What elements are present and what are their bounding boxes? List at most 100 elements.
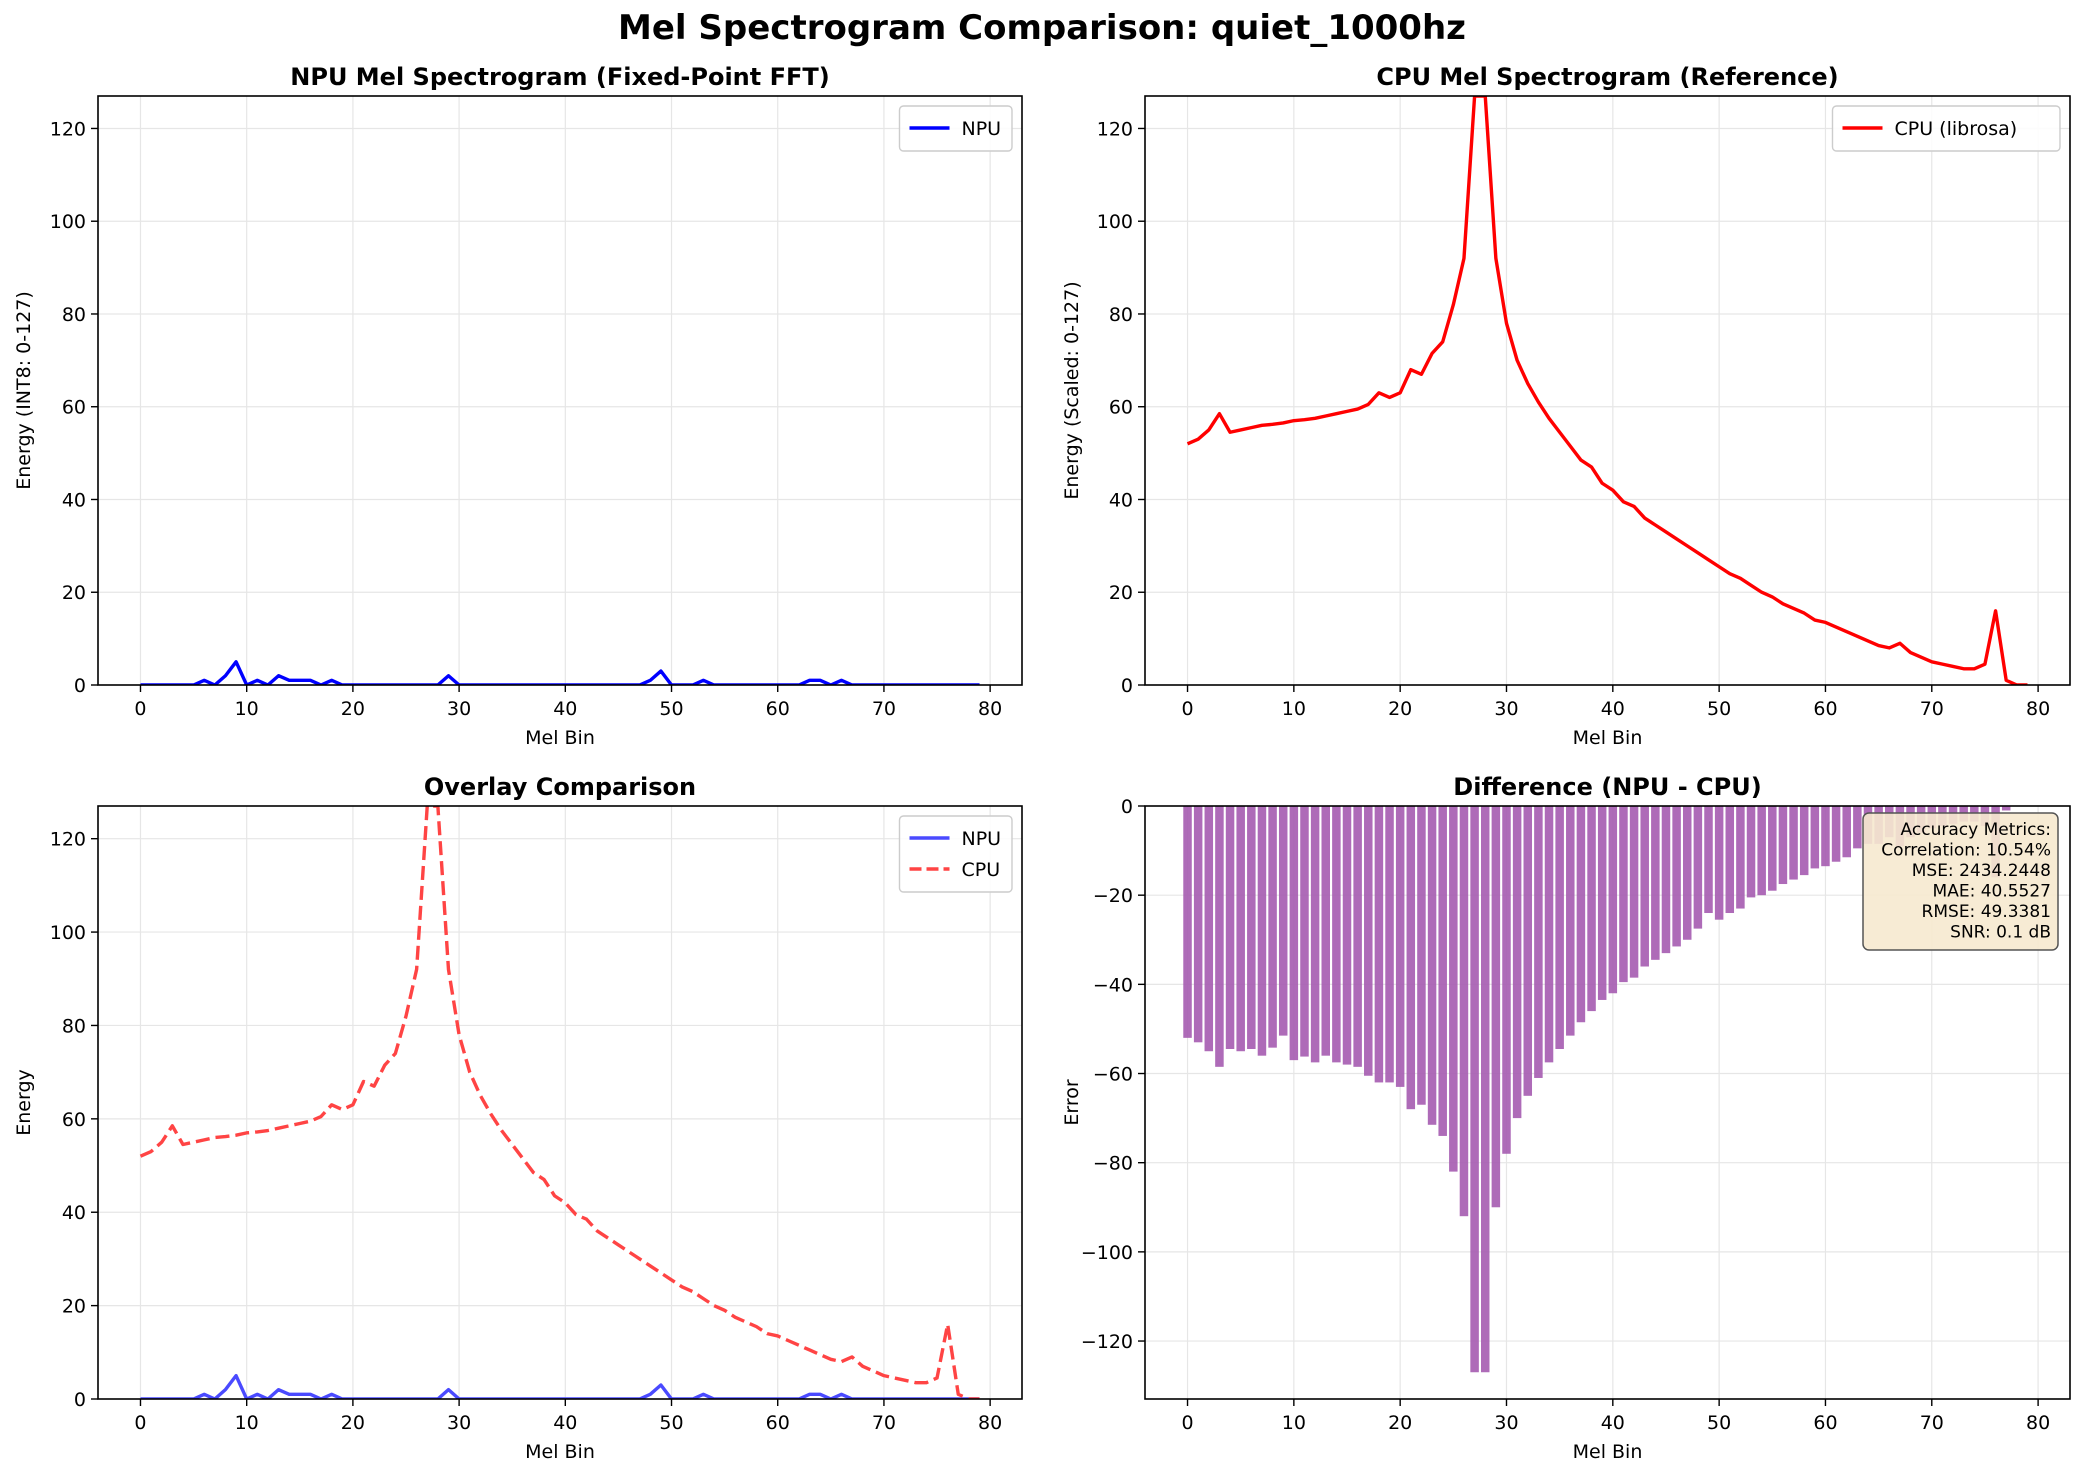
difference-bar [1470, 806, 1479, 1373]
x-tick-label: 20 [341, 698, 365, 720]
x-axis-label: Mel Bin [1573, 1441, 1643, 1463]
axes-frame [1144, 95, 2071, 686]
y-tick-label: 120 [50, 829, 86, 851]
difference-bar [1544, 806, 1554, 1063]
metrics-line: SNR: 0.1 dB [1950, 923, 2051, 943]
difference-bar [1821, 806, 1830, 867]
y-tick-label: −80 [1093, 1153, 1133, 1175]
difference-bar [1608, 806, 1618, 994]
x-tick-label: 70 [1920, 1412, 1944, 1434]
metrics-heading: Accuracy Metrics: [1901, 820, 2051, 840]
difference-bar [1789, 806, 1798, 880]
x-tick-label: 50 [659, 698, 683, 720]
difference-bar [1289, 806, 1299, 1061]
cpu-mel-panel: 0 10 20 30 40 50 60 70 80 0 20 40 60 80 100 120 Mel Bin E… [1061, 63, 2071, 749]
x-tick-label: 30 [1494, 698, 1518, 720]
y-tick-label: 40 [62, 1202, 86, 1224]
difference-bar [1406, 806, 1416, 1110]
legend-box [898, 105, 1013, 152]
difference-bar [1459, 806, 1469, 1217]
difference-bar [1704, 806, 1713, 914]
plot-title: Difference (NPU - CPU) [1453, 773, 1761, 801]
difference-bar [2001, 806, 2011, 811]
difference-bar [1278, 806, 1288, 1036]
x-tick-label: 80 [978, 698, 1002, 720]
npu-mel-panel: 0 10 20 30 40 50 60 70 80 0 20 40 60 80 100 120 Mel Bin E… [13, 63, 1023, 749]
metrics-line: RMSE: 49.3381 [1922, 902, 2051, 922]
x-tick-label: 0 [1181, 1412, 1193, 1434]
difference-bar [1321, 806, 1330, 1056]
difference-bar [1768, 806, 1777, 891]
difference-bar [1183, 806, 1192, 1038]
difference-bar [1427, 806, 1437, 1125]
difference-bar [1576, 806, 1586, 1023]
x-tick-label: 40 [553, 698, 577, 720]
plot-title: CPU Mel Spectrogram (Reference) [1376, 63, 1838, 91]
difference-bar [1204, 806, 1214, 1052]
x-axis-label: Mel Bin [1573, 727, 1643, 749]
y-tick-label: 0 [74, 675, 86, 697]
difference-bar [1555, 806, 1564, 1049]
difference-bar [1385, 806, 1394, 1083]
y-tick-label: 60 [1109, 397, 1133, 419]
difference-bar [1534, 806, 1543, 1078]
legend-label: CPU [962, 859, 1001, 881]
axes-frame [97, 95, 1023, 686]
axes-frame [1144, 805, 2071, 1400]
figure-title: Mel Spectrogram Comparison: quiet_1000hz [618, 8, 1466, 48]
y-tick-label: −40 [1093, 974, 1133, 996]
y-axis-label: Error [1061, 1079, 1083, 1126]
difference-bar [1831, 806, 1841, 862]
series-line-npu [140, 1373, 980, 1399]
x-tick-label: 20 [1388, 1412, 1412, 1434]
difference-bar [1640, 806, 1649, 967]
x-tick-label: 10 [1282, 698, 1306, 720]
legend: NPU [898, 105, 1013, 152]
y-axis-label: Energy [13, 1069, 35, 1136]
x-tick-label: 10 [1282, 1412, 1306, 1434]
difference-bar [1682, 806, 1692, 940]
difference-bar [1523, 806, 1533, 1096]
x-tick-label: 40 [1601, 1412, 1625, 1434]
metrics-line: MAE: 40.5527 [1933, 882, 2051, 902]
x-tick-label: 30 [1494, 1412, 1518, 1434]
difference-bar [1672, 806, 1681, 947]
y-tick-label: 100 [50, 211, 86, 233]
difference-bar [1502, 806, 1511, 1154]
overlay-panel: 0 10 20 30 40 50 60 70 80 0 20 40 60 80 100 120 Mel Bin E… [13, 773, 1023, 1463]
difference-bar [1257, 806, 1267, 1056]
difference-panel: 0 10 20 30 40 50 60 70 80 0 −20 −40 −60 −80 −100 −120 Me… [1061, 773, 2071, 1463]
difference-bar [1736, 806, 1745, 909]
y-tick-label: 20 [62, 1296, 86, 1318]
difference-bar [1480, 806, 1490, 1373]
plot-area [1183, 806, 2011, 1373]
x-tick-label: 10 [235, 698, 259, 720]
y-tick-label: −20 [1093, 885, 1133, 907]
difference-bar [1757, 806, 1766, 896]
difference-bar [1395, 806, 1405, 1087]
difference-bar [1364, 806, 1373, 1076]
difference-bar [1714, 806, 1724, 920]
x-tick-label: 20 [1388, 698, 1412, 720]
difference-bar [1693, 806, 1703, 929]
difference-bar [1566, 806, 1575, 1036]
difference-bar [1587, 806, 1596, 1012]
y-tick-label: 60 [62, 397, 86, 419]
y-tick-label: 120 [1097, 118, 1133, 140]
difference-bar [1725, 806, 1735, 914]
plot-area [140, 660, 980, 685]
x-tick-label: 10 [235, 1412, 259, 1434]
difference-bar [1342, 806, 1352, 1065]
y-tick-label: −120 [1081, 1331, 1133, 1353]
y-tick-label: 80 [62, 1015, 86, 1037]
x-axis-label: Mel Bin [525, 727, 595, 749]
y-tick-label: 0 [1121, 796, 1133, 818]
difference-bar [1597, 806, 1607, 1000]
difference-bar [1215, 806, 1224, 1067]
x-tick-label: 60 [766, 1412, 790, 1434]
plot-title: NPU Mel Spectrogram (Fixed-Point FFT) [290, 63, 829, 91]
x-tick-label: 80 [978, 1412, 1002, 1434]
y-tick-label: −100 [1081, 1242, 1133, 1264]
difference-bar [1353, 806, 1362, 1067]
